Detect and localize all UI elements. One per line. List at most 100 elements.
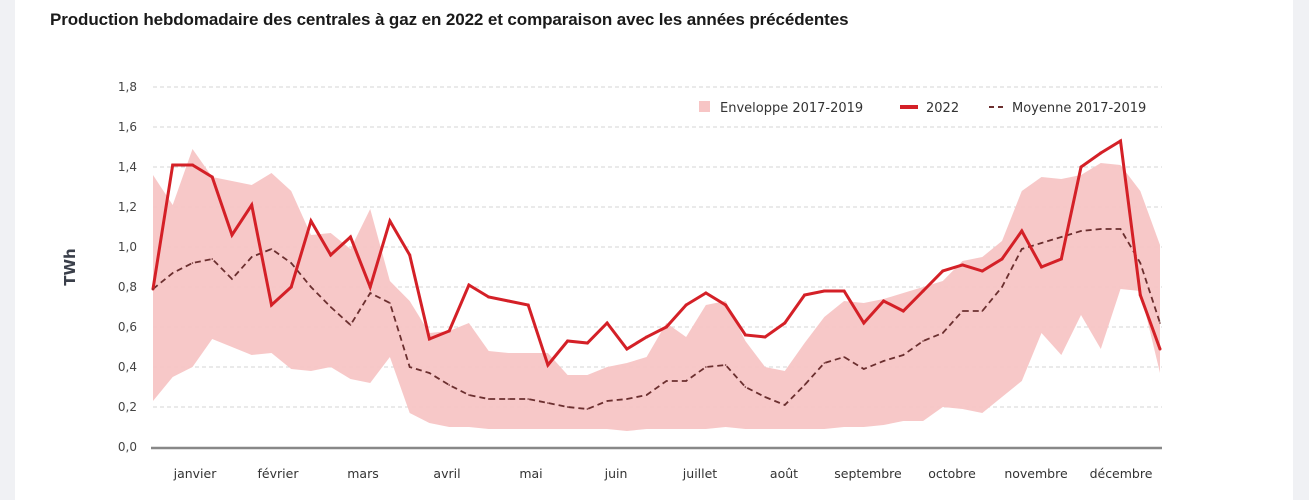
point-average (1099, 228, 1102, 230)
point-2022 (171, 163, 175, 167)
x-tick-label: février (258, 466, 300, 481)
point-average (171, 272, 174, 274)
x-tick-label: septembre (834, 466, 902, 481)
average-line (152, 228, 1161, 410)
point-average (784, 404, 786, 406)
point-average (428, 372, 431, 374)
y-tick-label: 1,8 (118, 80, 137, 94)
y-tick-label: 0,0 (118, 440, 137, 454)
legend-envelope-label: Enveloppe 2017-2019 (720, 101, 863, 116)
point-2022 (763, 335, 767, 339)
point-2022 (921, 289, 925, 293)
x-tick-label: novembre (1004, 466, 1068, 481)
point-average (487, 398, 490, 400)
point-average (961, 310, 964, 312)
point-average (1040, 242, 1043, 244)
point-average (270, 248, 273, 250)
point-2022 (250, 203, 254, 207)
point-2022 (1040, 265, 1044, 269)
point-2022 (961, 263, 965, 267)
point-2022 (329, 253, 333, 257)
point-average (1159, 322, 1161, 324)
point-2022 (309, 219, 313, 223)
x-tick-label: mai (519, 466, 542, 481)
point-average (724, 364, 727, 366)
y-tick-label: 1,2 (118, 200, 137, 214)
point-average (705, 366, 707, 368)
point-average (290, 262, 293, 264)
x-tick-label: juillet (682, 466, 718, 481)
point-2022 (822, 289, 826, 293)
legend-average-label: Moyenne 2017-2019 (1012, 101, 1146, 116)
point-average (665, 380, 668, 382)
point-average (882, 360, 885, 362)
point-average (685, 380, 687, 382)
point-average (191, 262, 194, 264)
point-2022 (348, 235, 352, 239)
point-2022 (190, 163, 194, 167)
point-2022 (447, 329, 451, 333)
point-2022 (1158, 347, 1162, 351)
point-average (922, 340, 924, 342)
x-tick-label: janvier (173, 466, 218, 481)
y-tick-label: 1,0 (118, 240, 137, 254)
envelope-area (153, 149, 1160, 431)
y-tick-label: 1,4 (118, 160, 137, 174)
point-average (1020, 248, 1023, 250)
point-average (744, 386, 747, 388)
point-average (1119, 228, 1122, 230)
legend-envelope-swatch (699, 101, 710, 112)
point-2022 (783, 321, 787, 325)
point-average (823, 362, 826, 364)
x-tick-label: mars (347, 466, 379, 481)
point-average (349, 324, 352, 326)
legend: Enveloppe 2017-2019 2022 Moyenne 2017-20… (699, 101, 1146, 116)
point-average (981, 310, 984, 312)
point-average (645, 394, 648, 396)
y-tick-label: 0,2 (118, 400, 137, 414)
point-2022 (388, 219, 392, 223)
point-average (606, 400, 608, 402)
point-2022 (605, 321, 609, 325)
y-tick-label: 0,6 (118, 320, 137, 334)
point-2022 (467, 283, 471, 287)
point-2022 (408, 253, 412, 257)
x-tick-label: décembre (1090, 466, 1153, 481)
point-2022 (882, 299, 886, 303)
point-average (329, 306, 332, 308)
point-2022 (842, 289, 846, 293)
point-2022 (941, 269, 945, 273)
point-2022 (645, 335, 649, 339)
point-average (1060, 236, 1063, 238)
point-average (211, 258, 214, 260)
point-average (507, 398, 510, 400)
point-average (586, 408, 589, 410)
point-average (231, 278, 233, 280)
point-2022 (487, 295, 491, 299)
data-points (151, 139, 1162, 410)
point-2022 (210, 175, 214, 179)
point-2022 (704, 291, 708, 295)
x-tick-label: octobre (928, 466, 976, 481)
point-2022 (230, 233, 234, 237)
point-average (626, 398, 628, 400)
point-average (863, 368, 865, 370)
point-2022 (368, 285, 372, 289)
chart-title: Production hebdomadaire des centrales à … (50, 10, 849, 29)
y-axis-label: TWh (61, 248, 79, 285)
point-average (369, 292, 371, 294)
point-average (803, 384, 806, 386)
x-tick-labels: janvier février mars avril mai juin juillet aoû… (173, 466, 1153, 481)
point-2022 (664, 325, 668, 329)
legend-2022-label: 2022 (926, 101, 959, 116)
point-2022 (506, 299, 510, 303)
point-average (942, 332, 944, 334)
point-2022 (1000, 257, 1004, 261)
point-2022 (1099, 151, 1103, 155)
point-average (1080, 230, 1082, 232)
point-2022 (269, 303, 273, 307)
point-2022 (684, 303, 688, 307)
point-2022 (585, 341, 589, 345)
y-tick-label: 0,4 (118, 360, 137, 374)
point-average (389, 302, 391, 304)
